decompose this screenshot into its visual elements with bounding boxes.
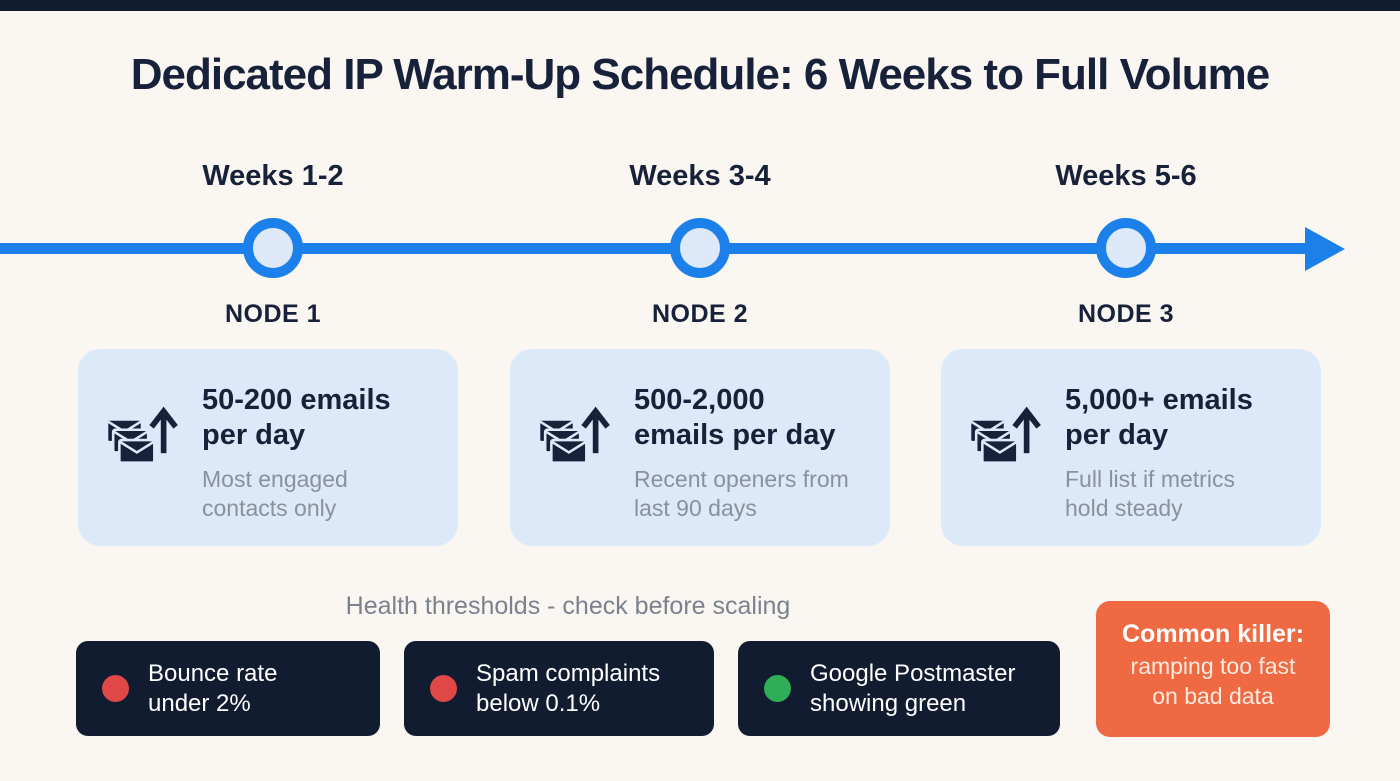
stage-card-1: 50-200 emails per day Most engaged conta… bbox=[78, 349, 458, 546]
stage-card-3: 5,000+ emails per day Full list if metri… bbox=[941, 349, 1321, 546]
status-dot-green-icon bbox=[764, 675, 791, 702]
warning-card: Common killer: ramping too fast on bad d… bbox=[1096, 601, 1330, 737]
stage-volume-heading: 5,000+ emails per day bbox=[1065, 384, 1253, 452]
stage-audience-note: Recent openers from last 90 days bbox=[634, 465, 849, 522]
threshold-pill-spam-complaints: Spam complaints below 0.1% bbox=[404, 641, 714, 736]
stage-card-text: 500-2,000 emails per day Recent openers … bbox=[634, 377, 866, 524]
timeline-node-circle-3 bbox=[1096, 218, 1156, 278]
stage-audience-note: Most engaged contacts only bbox=[202, 465, 348, 522]
warning-body: ramping too fast on bad data bbox=[1130, 653, 1296, 709]
timeline-week-label-3: Weeks 5-6 bbox=[1055, 160, 1197, 192]
page-title: Dedicated IP Warm-Up Schedule: 6 Weeks t… bbox=[130, 50, 1271, 99]
stage-volume-heading: 500-2,000 emails per day bbox=[634, 384, 836, 452]
timeline-node-caption-2: NODE 2 bbox=[651, 300, 749, 328]
timeline-node-caption-3: NODE 3 bbox=[1077, 300, 1175, 328]
timeline-node-circle-2 bbox=[670, 218, 730, 278]
stage-audience-note: Full list if metrics hold steady bbox=[1065, 465, 1235, 522]
emails-increase-icon bbox=[104, 403, 180, 473]
timeline-line bbox=[0, 243, 1310, 254]
timeline-week-label-2: Weeks 3-4 bbox=[629, 160, 771, 192]
stage-card-2: 500-2,000 emails per day Recent openers … bbox=[510, 349, 890, 546]
emails-increase-icon bbox=[967, 403, 1043, 473]
timeline-node-caption-1: NODE 1 bbox=[224, 300, 322, 328]
timeline-node-circle-1 bbox=[243, 218, 303, 278]
stage-card-text: 50-200 emails per day Most engaged conta… bbox=[202, 377, 434, 524]
threshold-pill-postmaster: Google Postmaster showing green bbox=[738, 641, 1060, 736]
warning-title: Common killer: bbox=[1122, 620, 1304, 648]
threshold-pill-bounce-rate: Bounce rate under 2% bbox=[76, 641, 380, 736]
threshold-label: Spam complaints below 0.1% bbox=[476, 659, 661, 717]
threshold-label: Bounce rate under 2% bbox=[148, 659, 278, 717]
threshold-label: Google Postmaster showing green bbox=[810, 659, 1016, 717]
thresholds-heading: Health thresholds - check before scaling bbox=[345, 592, 791, 620]
status-dot-red-icon bbox=[102, 675, 129, 702]
top-accent-bar bbox=[0, 0, 1400, 11]
stage-volume-heading: 50-200 emails per day bbox=[202, 384, 391, 452]
timeline-week-label-1: Weeks 1-2 bbox=[202, 160, 344, 192]
timeline-arrow-icon bbox=[1305, 227, 1345, 271]
emails-increase-icon bbox=[536, 403, 612, 473]
status-dot-red-icon bbox=[430, 675, 457, 702]
stage-card-text: 5,000+ emails per day Full list if metri… bbox=[1065, 377, 1297, 524]
